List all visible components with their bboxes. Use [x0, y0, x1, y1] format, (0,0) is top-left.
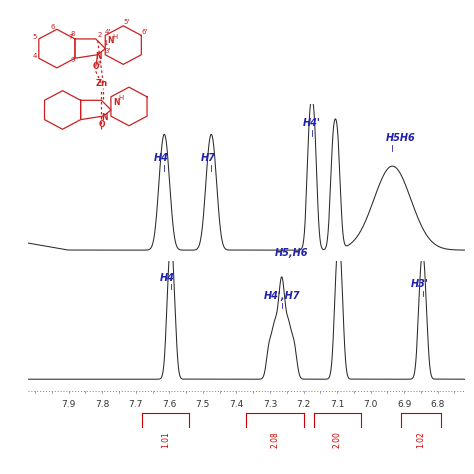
- Text: 3': 3': [105, 48, 111, 54]
- Text: 7.2: 7.2: [296, 400, 310, 409]
- Text: 7.0: 7.0: [364, 400, 378, 409]
- Text: 2.00: 2.00: [333, 431, 342, 448]
- Text: H4': H4': [303, 118, 321, 128]
- Text: 7.5: 7.5: [196, 400, 210, 409]
- Text: 6.8: 6.8: [430, 400, 445, 409]
- Text: 1.02: 1.02: [417, 431, 425, 448]
- Text: 7.7: 7.7: [128, 400, 143, 409]
- Text: H7: H7: [201, 153, 215, 163]
- Text: 1.01: 1.01: [162, 431, 171, 448]
- Text: H: H: [112, 34, 118, 40]
- Text: 5: 5: [33, 34, 37, 40]
- Text: N: N: [113, 98, 120, 107]
- Text: 7.8: 7.8: [95, 400, 109, 409]
- Text: 4': 4': [105, 29, 111, 35]
- Text: 4: 4: [33, 53, 37, 59]
- Text: 7: 7: [69, 34, 73, 40]
- Text: H5H6: H5H6: [386, 133, 416, 143]
- Text: 7.3: 7.3: [263, 400, 277, 409]
- Text: N: N: [108, 36, 114, 46]
- Text: 5': 5': [123, 19, 129, 25]
- Text: Zn: Zn: [95, 79, 108, 88]
- Text: 7.6: 7.6: [162, 400, 176, 409]
- Text: H: H: [119, 95, 124, 101]
- Text: H5,H6: H5,H6: [275, 248, 308, 258]
- Text: 9: 9: [71, 57, 75, 63]
- Text: N: N: [95, 52, 102, 61]
- Text: H4: H4: [160, 273, 175, 283]
- Text: H4',H7: H4',H7: [264, 292, 300, 301]
- Text: O: O: [98, 119, 105, 128]
- Text: 3: 3: [97, 61, 100, 66]
- Text: 6.9: 6.9: [397, 400, 411, 409]
- Text: H3': H3': [410, 279, 428, 289]
- Text: 7.1: 7.1: [330, 400, 344, 409]
- Text: 6': 6': [141, 29, 147, 35]
- Text: 2: 2: [97, 32, 102, 38]
- Text: H4: H4: [154, 153, 168, 163]
- Text: 7.9: 7.9: [62, 400, 76, 409]
- Text: 2.08: 2.08: [271, 431, 280, 448]
- Text: 7.4: 7.4: [229, 400, 244, 409]
- Text: O: O: [92, 62, 99, 71]
- Text: 8: 8: [71, 31, 75, 37]
- Text: 1: 1: [103, 40, 108, 46]
- Text: N: N: [101, 113, 108, 122]
- Text: 6: 6: [51, 24, 55, 30]
